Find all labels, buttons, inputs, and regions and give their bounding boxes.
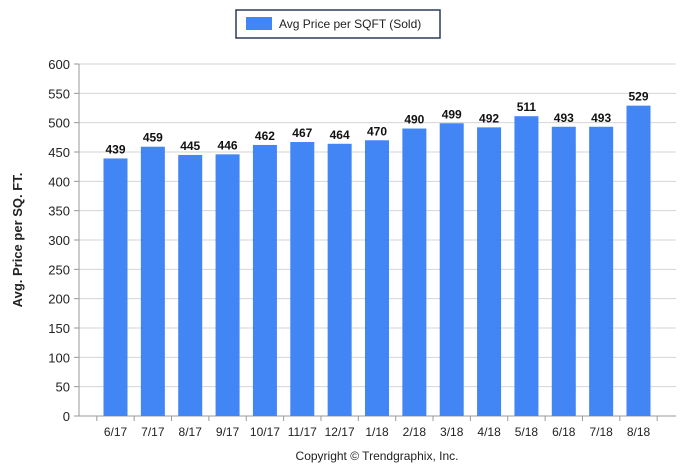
- x-tick-label: 3/18: [440, 425, 464, 439]
- data-label: 529: [628, 90, 648, 104]
- legend-label: Avg Price per SQFT (Sold): [279, 17, 421, 31]
- y-tick-label: 150: [48, 321, 70, 336]
- y-tick-label: 350: [48, 204, 70, 219]
- bars: [103, 105, 651, 417]
- y-tick-label: 500: [48, 116, 70, 131]
- x-tick-label: 7/18: [589, 425, 613, 439]
- data-labels: 439 459 445 446 462 467 464 470 490 499 492 511 493 4…: [105, 90, 648, 157]
- data-label: 462: [255, 129, 275, 143]
- x-tick-label: 12/17: [325, 425, 355, 439]
- x-tick-label: 8/18: [627, 425, 651, 439]
- x-tick-label: 6/18: [552, 425, 576, 439]
- bar: [290, 142, 315, 416]
- bar: [589, 126, 614, 417]
- x-tick-label: 10/17: [250, 425, 280, 439]
- y-tick-label: 300: [48, 233, 70, 248]
- y-tick-label: 50: [56, 380, 70, 395]
- data-label: 470: [367, 124, 387, 138]
- y-tick-label: 450: [48, 145, 70, 160]
- x-tick-label: 7/17: [141, 425, 165, 439]
- x-tick-label: 11/17: [288, 425, 317, 439]
- bar: [327, 143, 352, 416]
- data-label: 493: [591, 111, 611, 125]
- bar: [140, 146, 165, 416]
- y-tick-label: 550: [48, 86, 70, 101]
- data-label: 467: [292, 126, 312, 140]
- y-tick-label: 200: [48, 292, 70, 307]
- x-tick-label: 8/17: [179, 425, 203, 439]
- y-tick-label: 250: [48, 262, 70, 277]
- x-tick-label: 5/18: [515, 425, 539, 439]
- x-tick-label: 6/17: [104, 425, 128, 439]
- bar: [215, 154, 240, 416]
- data-label: 446: [218, 138, 238, 152]
- bar: [514, 116, 539, 417]
- data-label: 490: [404, 113, 424, 127]
- data-label: 459: [143, 131, 163, 145]
- data-label: 445: [180, 139, 200, 153]
- bar: [365, 140, 389, 416]
- x-tick-label: 9/17: [216, 425, 240, 439]
- legend-swatch: [246, 17, 272, 30]
- bar: [439, 123, 464, 417]
- legend: Avg Price per SQFT (Sold): [235, 9, 441, 39]
- data-label: 492: [479, 111, 499, 125]
- data-label: 439: [105, 142, 125, 156]
- y-tick-label: 600: [48, 57, 70, 72]
- copyright-text: Copyright © Trendgraphix, Inc.: [296, 449, 459, 463]
- x-tick-label: 2/18: [403, 425, 427, 439]
- bar: [252, 144, 277, 416]
- x-tick-label: 4/18: [477, 425, 501, 439]
- data-label: 464: [330, 128, 350, 142]
- bar: [477, 127, 502, 417]
- bar: [626, 105, 651, 417]
- data-label: 499: [442, 107, 462, 121]
- bar: [402, 128, 427, 417]
- y-axis-ticks: 0 50 100 150 200 250 300 350 400 450 500 550 600: [48, 57, 79, 424]
- y-tick-label: 100: [48, 350, 70, 365]
- x-tick-label: 1/18: [365, 425, 389, 439]
- y-tick-label: 400: [48, 174, 70, 189]
- bar: [551, 126, 576, 417]
- data-label: 511: [517, 100, 537, 114]
- y-tick-label: 0: [63, 409, 70, 424]
- bar: [103, 158, 128, 416]
- data-label: 493: [554, 111, 574, 125]
- x-axis-ticks: 6/17 7/17 8/17 9/17 10/17 11/17 12/17 1/18 2/18 3…: [96, 416, 658, 439]
- bar: [178, 154, 203, 416]
- y-axis-title: Avg. Price per SQ. FT.: [10, 173, 25, 308]
